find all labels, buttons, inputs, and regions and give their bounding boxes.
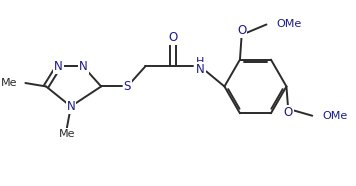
- Text: O: O: [283, 106, 293, 119]
- Text: N: N: [67, 100, 75, 113]
- Text: S: S: [124, 80, 131, 93]
- Text: Me: Me: [58, 129, 75, 139]
- Text: H: H: [196, 57, 205, 67]
- Text: Me: Me: [1, 78, 18, 88]
- Text: O: O: [237, 24, 246, 37]
- Text: N: N: [79, 60, 88, 73]
- Text: OMe: OMe: [322, 111, 347, 121]
- Text: OMe: OMe: [276, 20, 301, 30]
- Text: N: N: [196, 63, 205, 76]
- Text: N: N: [54, 60, 63, 73]
- Text: O: O: [168, 31, 177, 44]
